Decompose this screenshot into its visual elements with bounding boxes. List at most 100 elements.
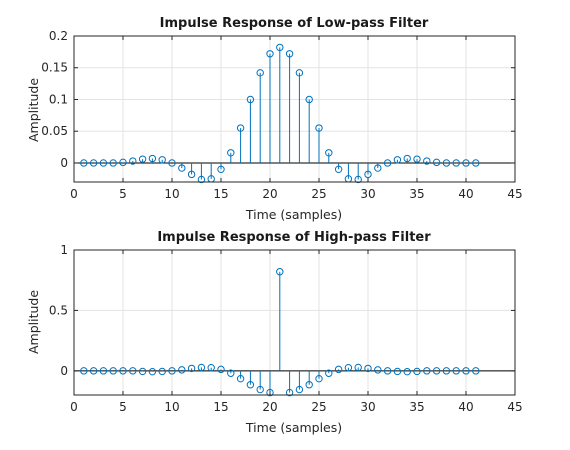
lowpass-stem-marker xyxy=(187,170,196,179)
highpass-stem-marker xyxy=(187,364,196,373)
lowpass-xtick-label: 15 xyxy=(213,187,228,201)
highpass-ylabel: Amplitude xyxy=(26,290,41,354)
highpass-stem-marker xyxy=(168,367,176,375)
lowpass-stem-marker xyxy=(423,157,431,165)
lowpass-stem-marker xyxy=(178,164,186,172)
lowpass-xtick-label: 5 xyxy=(119,187,127,201)
highpass-stem-marker xyxy=(423,367,431,375)
highpass-stem-marker xyxy=(403,367,411,376)
highpass-stem-marker xyxy=(413,367,421,376)
highpass-xtick-label: 25 xyxy=(311,400,326,414)
lowpass-stem-marker xyxy=(334,165,343,174)
lowpass-stem-marker xyxy=(276,43,284,52)
lowpass-stem-marker xyxy=(462,159,470,167)
lowpass-stem-marker xyxy=(413,155,421,163)
highpass-stem-marker xyxy=(364,364,372,373)
lowpass-stem-marker xyxy=(364,170,372,179)
highpass-xtick-label: 45 xyxy=(507,400,522,414)
highpass-stem-marker xyxy=(266,388,274,397)
lowpass-stem-marker xyxy=(374,164,382,172)
lowpass-stem-marker xyxy=(217,165,225,174)
lowpass-stem-marker xyxy=(256,69,264,77)
lowpass-stem-marker xyxy=(246,95,255,104)
lowpass-stem-marker xyxy=(452,159,460,167)
lowpass-stem-marker xyxy=(354,175,362,184)
lowpass-stem-marker xyxy=(315,124,323,132)
highpass-stem-marker xyxy=(305,381,313,389)
lowpass-stem-marker xyxy=(158,156,166,164)
highpass-stem-marker xyxy=(246,381,255,389)
highpass-ytick-label: 0.5 xyxy=(49,303,68,317)
highpass-stem-marker xyxy=(472,367,480,375)
highpass-xtick-label: 0 xyxy=(70,400,78,414)
lowpass-xtick-label: 20 xyxy=(262,187,277,201)
highpass-stem-marker xyxy=(158,367,166,376)
highpass-stem-marker xyxy=(334,365,343,374)
highpass-stem-marker xyxy=(109,367,117,375)
lowpass-ytick-label: 0 xyxy=(60,156,68,170)
highpass-stem-marker xyxy=(236,374,245,383)
lowpass-stem-marker xyxy=(383,159,392,167)
lowpass-stem-marker xyxy=(325,149,333,157)
highpass-stem-marker xyxy=(442,367,451,375)
lowpass-stem-marker xyxy=(138,155,147,163)
highpass-xlabel: Time (samples) xyxy=(245,420,342,435)
lowpass-stem-marker xyxy=(472,159,480,167)
lowpass-xlabel: Time (samples) xyxy=(245,207,342,222)
lowpass-stem-marker xyxy=(393,156,402,164)
highpass-stem-marker xyxy=(276,268,284,276)
lowpass-stem-marker xyxy=(295,69,304,77)
highpass-stem-marker xyxy=(129,367,137,375)
lowpass-ylabel: Amplitude xyxy=(26,78,41,142)
highpass-stem-marker xyxy=(344,363,353,372)
lowpass-title: Impulse Response of Low-pass Filter xyxy=(160,16,429,31)
highpass-ytick-label: 1 xyxy=(60,243,68,257)
lowpass-ytick-label: 0.15 xyxy=(41,61,68,75)
highpass-ytick-label: 0 xyxy=(60,364,68,378)
lowpass-axes-background xyxy=(74,36,515,182)
highpass-stem-marker xyxy=(432,367,441,375)
lowpass-xtick-label: 40 xyxy=(458,187,473,201)
lowpass-stem-marker xyxy=(403,154,411,163)
highpass-stem-marker xyxy=(354,363,362,372)
lowpass-ytick-label: 0.2 xyxy=(49,29,68,43)
highpass-stem-marker xyxy=(217,365,225,374)
lowpass-ytick-label: 0.05 xyxy=(41,124,68,138)
lowpass-xtick-label: 25 xyxy=(311,187,326,201)
highpass-stem-marker xyxy=(119,367,127,375)
highpass-stem-marker xyxy=(452,367,460,375)
lowpass-stem-marker xyxy=(99,159,108,167)
lowpass-stem-marker xyxy=(89,159,98,167)
lowpass-stem-marker xyxy=(109,159,117,167)
highpass-stem-marker xyxy=(315,374,323,383)
highpass-stem-marker xyxy=(256,385,264,394)
lowpass-stem-marker xyxy=(197,175,206,184)
highpass-title: Impulse Response of High-pass Filter xyxy=(157,230,431,245)
highpass-xtick-label: 40 xyxy=(458,400,473,414)
lowpass-stem-marker xyxy=(442,159,451,167)
highpass-xtick-label: 35 xyxy=(409,400,424,414)
highpass-axes-box xyxy=(73,249,516,396)
highpass-xtick-label: 15 xyxy=(213,400,228,414)
lowpass-xtick-label: 0 xyxy=(70,187,78,201)
lowpass-axes-box xyxy=(73,35,516,183)
highpass-stem-marker xyxy=(374,366,382,374)
lowpass-stem-marker xyxy=(80,159,88,167)
highpass-xtick-label: 20 xyxy=(262,400,277,414)
highpass-stem-marker xyxy=(295,385,304,394)
highpass-xtick-label: 10 xyxy=(164,400,179,414)
lowpass-stem-marker xyxy=(119,158,127,167)
lowpass-xtick-label: 45 xyxy=(507,187,522,201)
lowpass-stem-marker xyxy=(227,149,235,157)
highpass-stem-marker xyxy=(80,367,88,375)
lowpass-subplot: Impulse Response of Low-pass Filter Time… xyxy=(26,16,523,222)
highpass-stem-marker xyxy=(89,367,98,375)
highpass-stem-marker xyxy=(285,388,294,397)
lowpass-xtick-label: 30 xyxy=(360,187,375,201)
highpass-stem-marker xyxy=(99,367,108,375)
highpass-stem-marker xyxy=(383,367,392,375)
highpass-stem-marker xyxy=(227,369,235,377)
lowpass-stem-marker xyxy=(236,124,245,132)
highpass-xtick-label: 5 xyxy=(119,400,127,414)
